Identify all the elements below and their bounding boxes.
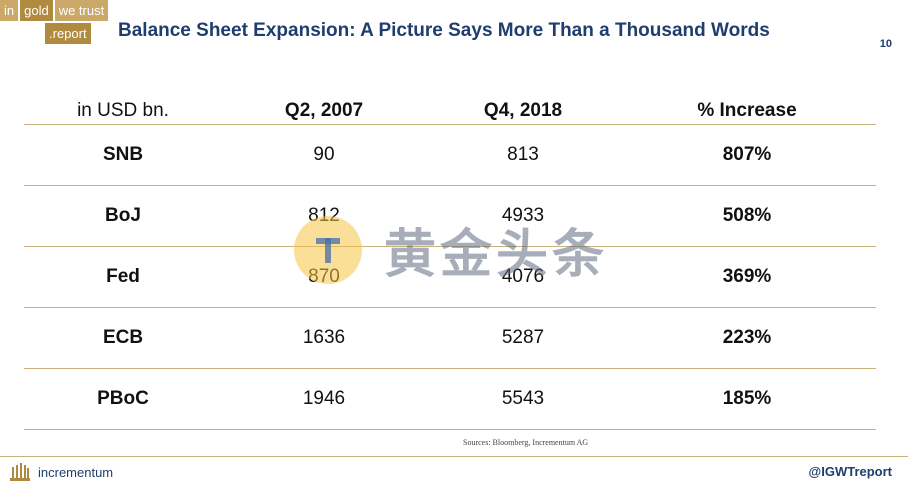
source-note: Sources: Bloomberg, Incrementum AG <box>463 438 589 447</box>
table-row: SNB 90 813 807% <box>24 125 876 186</box>
bank-name: BoJ <box>105 205 141 226</box>
slide-title: Balance Sheet Expansion: A Picture Says … <box>118 20 770 41</box>
percent-increase: 223% <box>722 327 772 348</box>
logo-word-in: in <box>0 0 19 21</box>
logo-row-top: in gold we trust <box>0 0 109 21</box>
brand-name: incrementum <box>38 464 114 480</box>
value-2018: 813 <box>507 144 539 165</box>
percent-increase: 508% <box>722 205 772 226</box>
table-row: Fed 870 4076 369% <box>24 247 876 308</box>
header-q4-2018: Q4, 2018 <box>483 100 563 121</box>
logo-word-gold: gold <box>20 0 53 21</box>
value-2007: 1636 <box>302 327 346 348</box>
bank-name: SNB <box>102 144 144 165</box>
table-row: BoJ 812 4933 508% <box>24 186 876 247</box>
value-2007: 1946 <box>302 388 346 409</box>
bank-name: Fed <box>106 266 140 287</box>
value-2007: 812 <box>308 205 340 226</box>
logo: in gold we trust .report <box>0 0 109 46</box>
twitter-handle[interactable]: @IGWTreport <box>808 464 892 479</box>
bank-name: ECB <box>102 327 144 348</box>
balance-sheet-table: in USD bn. Q2, 2007 Q4, 2018 % Increase … <box>24 98 876 430</box>
header-increase: % Increase <box>697 100 797 121</box>
logo-word-report: .report <box>45 23 91 44</box>
value-2007: 870 <box>308 266 340 287</box>
header-q2-2007: Q2, 2007 <box>284 100 364 121</box>
value-2018: 5287 <box>501 327 545 348</box>
value-2018: 4933 <box>501 205 545 226</box>
logo-word-we-trust: we trust <box>54 0 109 21</box>
value-2018: 5543 <box>501 388 545 409</box>
value-2018: 4076 <box>501 266 545 287</box>
table-row: ECB 1636 5287 223% <box>24 308 876 369</box>
logo-row-bottom: .report <box>45 23 100 44</box>
footer-brand: incrementum <box>10 463 113 481</box>
footer-divider <box>0 456 908 457</box>
page-number: 10 <box>879 38 892 50</box>
percent-increase: 185% <box>722 388 772 409</box>
table-header: in USD bn. Q2, 2007 Q4, 2018 % Increase <box>24 98 876 125</box>
header-unit: in USD bn. <box>77 100 169 121</box>
bank-name: PBoC <box>97 388 149 409</box>
value-2007: 90 <box>313 144 335 165</box>
percent-increase: 807% <box>722 144 772 165</box>
percent-increase: 369% <box>722 266 772 287</box>
incrementum-logo-icon <box>10 463 30 481</box>
table-row: PBoC 1946 5543 185% <box>24 369 876 430</box>
